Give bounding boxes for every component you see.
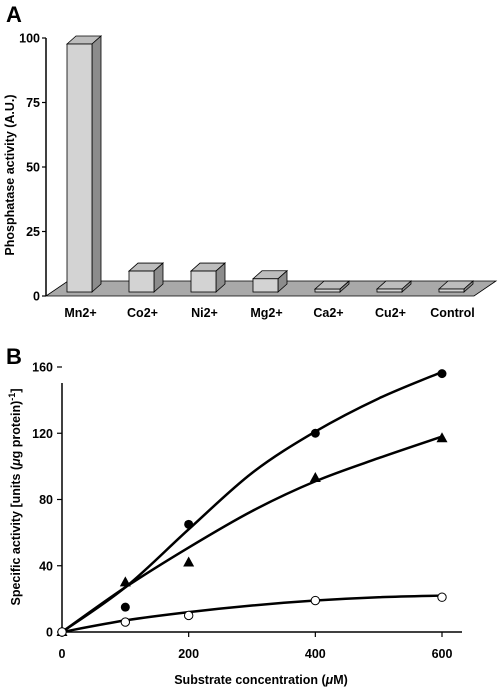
bar (313, 280, 351, 293)
bar-category-label: Cu2+ (375, 306, 406, 320)
fit-curve (61, 435, 443, 634)
filled-triangle-point (119, 576, 131, 587)
scatter-y-title-close: ] (9, 389, 23, 393)
bar (65, 35, 103, 293)
open-circle-point (57, 627, 67, 637)
bar-category-label: Mg2+ (250, 306, 282, 320)
scatter-y-axis-title: Specific activity [units (μg protein)-1] (7, 389, 23, 606)
scatter-y-tick-label: 0 (46, 626, 53, 640)
open-circle-point (120, 617, 131, 627)
bar-front-face (190, 270, 217, 293)
bar-chart-panel: A Phosphatase activity (A.U.) 0 25 50 75 100… (3, 2, 498, 320)
scatter-y-title-prefix: Specific activity [units ( (9, 465, 23, 605)
bar-y-tick-label: 75 (26, 96, 40, 110)
filled-circle-point (184, 519, 194, 529)
bar-y-tick-label: 100 (19, 32, 40, 46)
scatter-y-title-mu: μ (9, 458, 23, 467)
scatter-x-tick-label: 400 (305, 647, 326, 661)
filled-triangle-point (309, 471, 321, 482)
bar (127, 262, 165, 293)
scatter-chart-panel: B Specific activity [units (μg protein)-… (6, 344, 462, 687)
scatter-x-tick-label: 600 (432, 647, 453, 661)
scatter-x-title-prefix: Substrate concentration ( (174, 673, 326, 687)
scatter-x-tick-label: 200 (178, 647, 199, 661)
bar (251, 269, 289, 293)
bar-front-face (128, 270, 155, 293)
bar-category-label: Control (430, 306, 474, 320)
filled-circle-point (437, 369, 447, 379)
scatter-y-tick-label: 80 (39, 493, 53, 507)
bar-front-face (252, 278, 279, 293)
bar-category-label: Ca2+ (313, 306, 343, 320)
scatter-y-title-sup: -1 (7, 393, 17, 401)
bar-y-tick-label: 25 (26, 225, 40, 239)
open-circle-point (183, 610, 194, 621)
filled-triangle-point (436, 432, 448, 443)
scatter-y-tick-label: 40 (39, 559, 53, 573)
scatter-y-tick-label: 160 (32, 361, 53, 375)
scatter-x-tick-label: 0 (59, 647, 66, 661)
scatter-x-title-suffix: M) (333, 673, 348, 687)
fit-curve (61, 594, 443, 634)
filled-circle-point (310, 428, 320, 438)
bar (375, 280, 413, 293)
bar-y-tick-label: 50 (26, 161, 40, 175)
bar-front-face (314, 288, 341, 293)
bar-front-face (66, 43, 93, 293)
bar (437, 280, 475, 293)
filled-circle-point (120, 602, 130, 612)
panel-label-a: A (6, 2, 22, 27)
bar (189, 262, 227, 293)
bar-category-label: Co2+ (127, 306, 158, 320)
scatter-y-tick-label: 120 (32, 427, 53, 441)
scatter-y-title-suffix: g protein) (9, 401, 23, 459)
bar-category-label: Mn2+ (64, 306, 96, 320)
bar-front-face (376, 288, 403, 293)
scatter-x-axis-title: Substrate concentration (μM) (174, 673, 348, 687)
open-circle-point (310, 595, 321, 606)
scatter-x-title-mu: μ (325, 673, 334, 687)
bar-y-tick-label: 0 (33, 290, 40, 304)
panel-label-b: B (6, 344, 22, 369)
filled-triangle-point (183, 556, 195, 567)
bar-y-axis-title: Phosphatase activity (A.U.) (3, 94, 17, 255)
bar-front-face (438, 288, 465, 293)
bar-category-label: Ni2+ (191, 306, 218, 320)
open-circle-point (437, 592, 447, 602)
bar-side-face (91, 35, 102, 293)
